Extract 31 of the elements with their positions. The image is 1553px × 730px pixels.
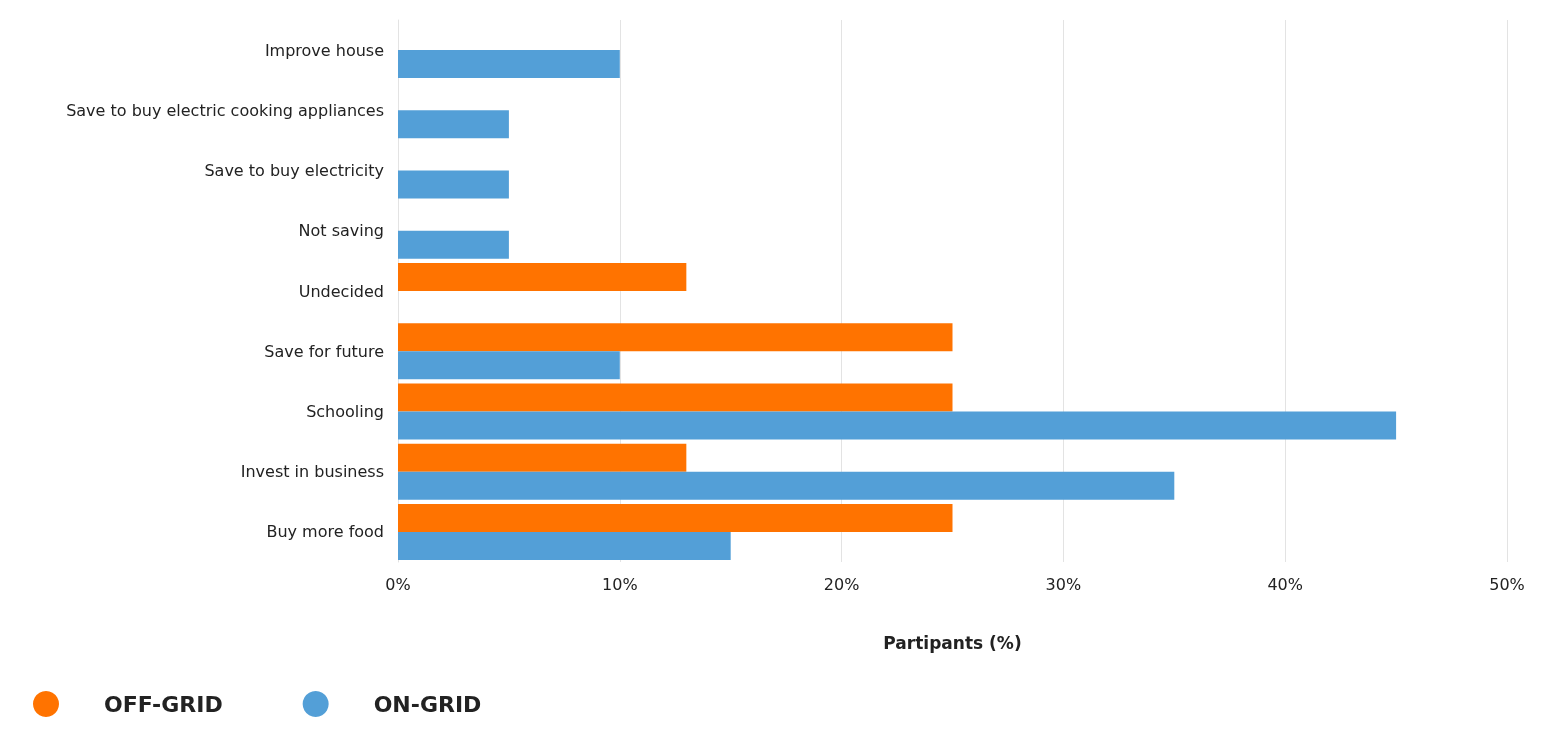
x-tick-label: 10% [602, 574, 638, 594]
bar [398, 531, 731, 560]
y-tick-label: Invest in business [240, 462, 384, 482]
y-tick-label: Buy more food [266, 522, 384, 542]
y-tick-label: Improve house [264, 40, 384, 60]
bar [398, 443, 687, 472]
y-tick-label: Undecided [298, 281, 384, 301]
bar [398, 383, 953, 412]
x-tick-label: 20% [823, 574, 860, 594]
legend-label: ON-GRID [373, 691, 482, 717]
legend-label: OFF-GRID [104, 691, 223, 717]
x-tick-label: 40% [1267, 574, 1303, 594]
bar [398, 230, 509, 259]
bar [398, 351, 620, 380]
bar [398, 503, 953, 532]
x-tick-label: 0% [385, 574, 411, 594]
bar [398, 411, 1397, 440]
bar [398, 110, 509, 139]
y-tick-label: Not saving [298, 221, 384, 241]
y-tick-label: Save to buy electricity [204, 161, 384, 181]
y-tick-label: Schooling [306, 401, 384, 421]
y-tick-label: Save to buy electric cooking appliances [66, 100, 384, 120]
bar [398, 471, 1175, 500]
bar [398, 50, 620, 79]
bar [398, 170, 509, 199]
y-tick-label: Save for future [264, 341, 384, 361]
bar [398, 263, 687, 291]
x-tick-label: 30% [1045, 574, 1082, 594]
x-axis-title: Partipants (%) [883, 632, 1022, 653]
bar [398, 323, 953, 352]
x-tick-label: 50% [1489, 574, 1525, 594]
